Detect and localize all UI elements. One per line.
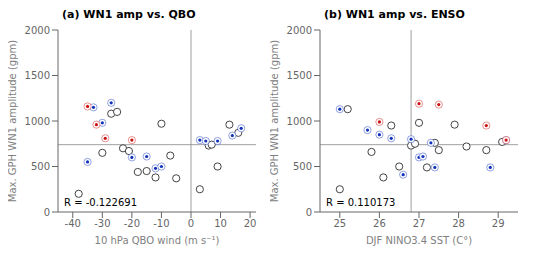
svg-text:10 hPa QBO wind (m s⁻¹): 10 hPa QBO wind (m s⁻¹) bbox=[95, 235, 220, 246]
svg-text:1000: 1000 bbox=[25, 116, 50, 127]
html-text:(a) WN1 amp vs. QBO: (a) WN1 amp vs. QBO bbox=[62, 8, 196, 21]
svg-text:-20: -20 bbox=[124, 218, 140, 229]
html-text:R = -0.122691: R = -0.122691 bbox=[64, 197, 137, 208]
svg-text:28: 28 bbox=[452, 218, 465, 229]
svg-text:27: 27 bbox=[413, 218, 426, 229]
svg-text:29: 29 bbox=[492, 218, 505, 229]
svg-text:1000: 1000 bbox=[287, 116, 312, 127]
svg-text:20: 20 bbox=[244, 218, 257, 229]
svg-text:25: 25 bbox=[333, 218, 346, 229]
svg-text:0: 0 bbox=[188, 218, 194, 229]
svg-text:0: 0 bbox=[306, 207, 312, 218]
svg-text:1500: 1500 bbox=[287, 70, 312, 81]
svg-text:Max. GPH WN1 amplitude (gpm): Max. GPH WN1 amplitude (gpm) bbox=[8, 40, 18, 202]
svg-text:DJF NINO3.4 SST (C°): DJF NINO3.4 SST (C°) bbox=[366, 235, 472, 246]
svg-text:0: 0 bbox=[44, 207, 50, 218]
svg-text:500: 500 bbox=[293, 161, 312, 172]
svg-text:-30: -30 bbox=[94, 218, 110, 229]
svg-text:500: 500 bbox=[31, 161, 50, 172]
svg-text:2000: 2000 bbox=[25, 25, 50, 36]
svg-text:1500: 1500 bbox=[25, 70, 50, 81]
svg-text:-10: -10 bbox=[153, 218, 169, 229]
svg-text:10: 10 bbox=[214, 218, 227, 229]
svg-text:26: 26 bbox=[373, 218, 386, 229]
html-text:R = 0.110173: R = 0.110173 bbox=[326, 197, 396, 208]
svg-text:-40: -40 bbox=[65, 218, 81, 229]
svg-text:2000: 2000 bbox=[287, 25, 312, 36]
svg-text:Max. GPH WN1 amplitude (gpm): Max. GPH WN1 amplitude (gpm) bbox=[270, 40, 280, 202]
html-text:(b) WN1 amp vs. ENSO: (b) WN1 amp vs. ENSO bbox=[324, 8, 465, 21]
